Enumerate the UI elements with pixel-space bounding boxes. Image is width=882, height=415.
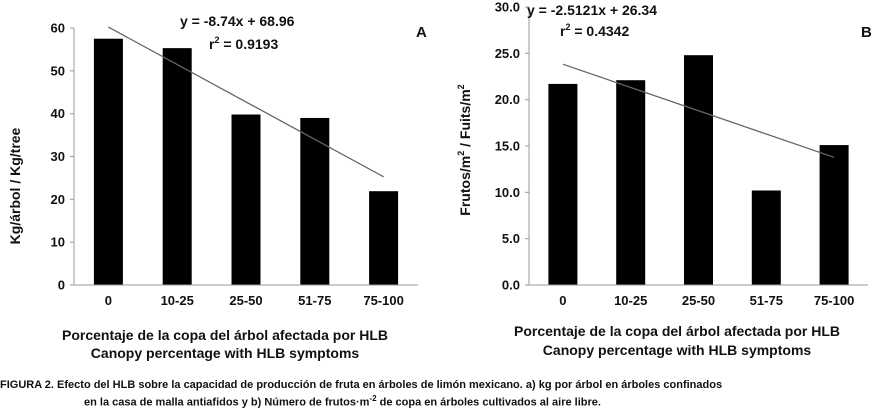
chart-b: 0.0 5.0 10.0 15.0 20.0 25.0 30.0 0 10-25 25-50 51… <box>456 0 872 358</box>
bar-0 <box>548 83 578 285</box>
x-tick-label: 75-100 <box>814 293 854 308</box>
y-tick-label: 10.0 <box>495 185 520 200</box>
x-tick-label: 51-75 <box>750 293 783 308</box>
bar-51-75 <box>751 190 781 285</box>
x-tick-label: 25-50 <box>682 293 715 308</box>
bar-25-50 <box>231 114 261 285</box>
bar-75-100 <box>369 191 399 285</box>
y-tick-label: 20 <box>51 192 65 207</box>
x-tick-label: 10-25 <box>614 293 647 308</box>
caption-line-1: FIGURA 2. Efecto del HLB sobre la capaci… <box>0 379 723 391</box>
y-tick-label: 5.0 <box>502 231 520 246</box>
figure-caption: FIGURA 2. Efecto del HLB sobre la capaci… <box>0 378 882 410</box>
x-tick-label: 25-50 <box>229 293 262 308</box>
y-tick-label: 20.0 <box>495 92 520 107</box>
x-axis-label-es: Porcentaje de la copa del árbol afectada… <box>62 327 388 343</box>
x-axis-label-en: Canopy percentage with HLB symptoms <box>91 345 360 361</box>
y-axis-label: Kg/árbol / Kg/tree <box>7 127 23 244</box>
bar-51-75 <box>300 117 330 285</box>
bar-10-25 <box>162 48 192 285</box>
regression-equation: y = -8.74x + 68.96 <box>180 13 295 29</box>
y-tick-label: 15.0 <box>495 139 520 154</box>
x-axis-label-en: Canopy percentage with HLB symptoms <box>543 342 812 358</box>
y-tick-label: 30.0 <box>495 0 520 15</box>
panel-label: A <box>416 24 427 41</box>
x-axis-label-es: Porcentaje de la copa del árbol afectada… <box>514 323 840 339</box>
chart-a: 0 10 20 30 40 50 60 0 10-25 25-50 51-75 75-100 y =… <box>7 13 427 361</box>
bar-75-100 <box>819 145 849 285</box>
bar-0 <box>93 38 123 286</box>
x-tick-label: 0 <box>559 293 566 308</box>
regression-equation: y = -2.5121x + 26.34 <box>527 2 657 18</box>
x-tick-label: 10-25 <box>161 293 194 308</box>
y-tick-label: 0 <box>58 278 65 293</box>
y-tick-label: 10 <box>51 235 65 250</box>
bar-10-25 <box>616 80 646 285</box>
panel-label: B <box>861 24 872 41</box>
y-tick-label: 60 <box>51 21 65 36</box>
x-tick-label: 75-100 <box>363 293 403 308</box>
trendline <box>108 26 384 178</box>
r-squared: r2 = 0.4342 <box>560 22 629 39</box>
trendline <box>562 63 835 158</box>
caption-line-2: en la casa de malla antiafidos y b) Núme… <box>84 394 601 409</box>
y-tick-label: 50 <box>51 63 65 78</box>
x-tick-label: 0 <box>105 293 112 308</box>
y-tick-label: 30 <box>51 149 65 164</box>
y-tick-label: 0.0 <box>502 278 520 293</box>
y-axis-label: Frutos/m2 / Fuits/m2 <box>456 84 473 215</box>
bar-25-50 <box>684 55 713 285</box>
x-tick-label: 51-75 <box>298 293 331 308</box>
y-tick-label: 40 <box>51 106 65 121</box>
r-squared: r2 = 0.9193 <box>209 35 278 52</box>
y-tick-label: 25.0 <box>495 46 520 61</box>
